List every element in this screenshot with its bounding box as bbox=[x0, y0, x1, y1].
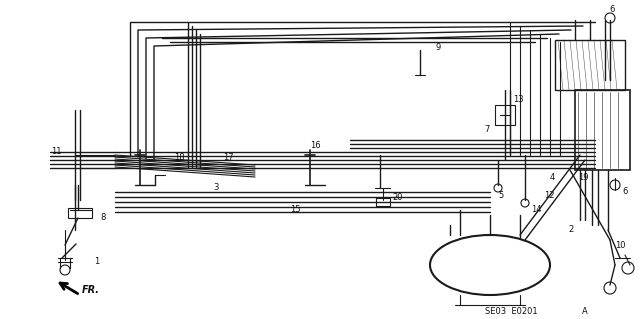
Text: 14: 14 bbox=[531, 205, 541, 214]
Bar bbox=[555, 40, 625, 90]
Text: 13: 13 bbox=[513, 95, 524, 105]
Text: 6: 6 bbox=[609, 5, 614, 14]
Bar bbox=[575, 90, 630, 170]
Text: 5: 5 bbox=[499, 190, 504, 199]
Text: 6: 6 bbox=[622, 188, 627, 197]
Text: 9: 9 bbox=[436, 43, 441, 53]
Text: 8: 8 bbox=[100, 213, 106, 222]
Text: 4: 4 bbox=[550, 174, 555, 182]
Text: 3: 3 bbox=[213, 183, 218, 192]
Text: 16: 16 bbox=[310, 140, 321, 150]
Text: 2: 2 bbox=[569, 226, 574, 234]
Text: 20: 20 bbox=[392, 194, 403, 203]
Text: 10: 10 bbox=[615, 241, 625, 249]
Text: A: A bbox=[582, 308, 588, 316]
Text: 18: 18 bbox=[174, 153, 185, 162]
Text: 1: 1 bbox=[94, 257, 99, 266]
Text: FR.: FR. bbox=[82, 285, 100, 295]
Text: 7: 7 bbox=[484, 125, 490, 135]
Bar bbox=[495, 105, 515, 125]
Text: 17: 17 bbox=[223, 153, 234, 162]
Text: 15: 15 bbox=[290, 205, 301, 214]
Text: 11: 11 bbox=[51, 147, 62, 157]
Bar bbox=[68, 208, 92, 218]
Text: 19: 19 bbox=[578, 174, 589, 182]
Bar bbox=[376, 198, 390, 206]
Text: 12: 12 bbox=[545, 190, 555, 199]
Text: SE03  E0201: SE03 E0201 bbox=[485, 308, 538, 316]
